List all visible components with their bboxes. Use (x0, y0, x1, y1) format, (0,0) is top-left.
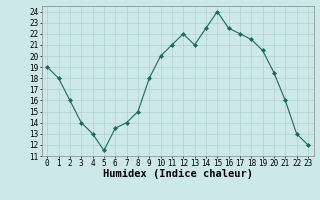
X-axis label: Humidex (Indice chaleur): Humidex (Indice chaleur) (103, 169, 252, 179)
